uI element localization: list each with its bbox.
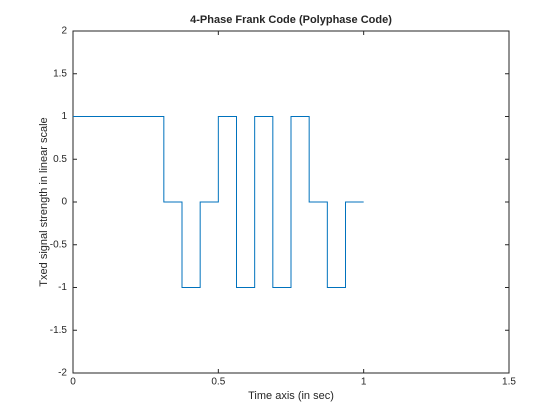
y-tick-label: 1 [61,111,67,122]
y-tick-label: 1.5 [53,68,67,79]
y-tick-label: 0 [61,197,67,208]
chart-title: 4-Phase Frank Code (Polyphase Code) [190,14,392,26]
x-tick-label: 1 [361,377,367,388]
x-tick-label: 1.5 [502,377,516,388]
y-tick-label: 0.5 [53,154,67,165]
x-tick-label: 0 [70,377,76,388]
y-tick-label: -2 [58,368,67,379]
x-axis-label: Time axis (in sec) [248,390,334,402]
y-tick-label: 2 [61,26,67,37]
signal-line [73,116,364,288]
x-tick-label: 0.5 [211,377,225,388]
y-axis-label: Txed signal strength in linear scale [38,117,50,286]
y-tick-label: -1.5 [50,325,68,336]
y-tick-label: -0.5 [50,239,68,250]
y-tick-label: -1 [58,282,67,293]
